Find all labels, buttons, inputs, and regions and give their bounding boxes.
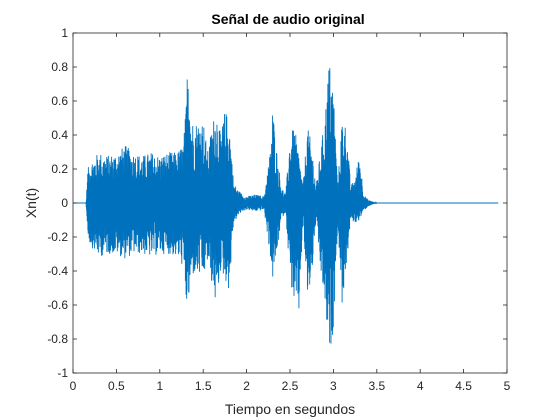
y-tick-label: 0.8 bbox=[51, 60, 68, 74]
y-tick-label: 0 bbox=[61, 196, 68, 210]
y-axis-label: Xn(t) bbox=[23, 188, 39, 218]
y-tick-label: 0.6 bbox=[51, 94, 68, 108]
x-tick-label: 2 bbox=[243, 379, 250, 393]
y-tick-label: -0.8 bbox=[47, 332, 68, 346]
y-tick-label: 0.2 bbox=[51, 162, 68, 176]
y-tick-label: -0.4 bbox=[47, 264, 68, 278]
x-tick-label: 0 bbox=[70, 379, 77, 393]
y-tick-label: 1 bbox=[61, 26, 68, 40]
y-tick-label: -0.6 bbox=[47, 298, 68, 312]
x-tick-label: 5 bbox=[504, 379, 511, 393]
x-tick-label: 4.5 bbox=[455, 379, 472, 393]
y-tick-label: -0.2 bbox=[47, 230, 68, 244]
x-tick-label: 3 bbox=[330, 379, 337, 393]
x-tick-label: 2.5 bbox=[282, 379, 299, 393]
x-tick-label: 1.5 bbox=[195, 379, 212, 393]
y-tick-label: -1 bbox=[57, 366, 68, 380]
x-tick-label: 1 bbox=[156, 379, 163, 393]
waveform-line bbox=[73, 68, 499, 344]
x-axis-ticks: 0 0.5 1 1.5 2 2.5 3 3.5 4 4.5 5 bbox=[70, 33, 511, 393]
x-tick-label: 3.5 bbox=[368, 379, 385, 393]
x-axis-label: Tiempo en segundos bbox=[225, 401, 355, 417]
x-tick-label: 0.5 bbox=[108, 379, 125, 393]
y-axis-ticks: 1 0.8 0.6 0.4 0.2 0 -0.2 -0.4 -0.6 -0.8 -1 bbox=[47, 26, 507, 380]
x-tick-label: 4 bbox=[417, 379, 424, 393]
y-tick-label: 0.4 bbox=[51, 128, 68, 142]
chart-title: Señal de audio original bbox=[211, 11, 364, 27]
audio-waveform bbox=[73, 68, 499, 344]
